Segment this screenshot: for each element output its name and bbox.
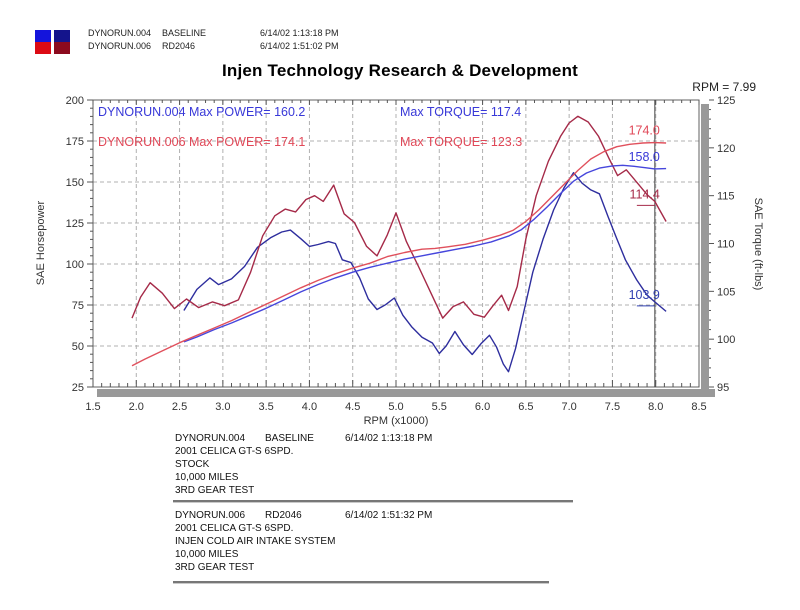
- divider-rule-2: [173, 581, 549, 584]
- y-left-tick-label: 50: [72, 341, 84, 353]
- run1-config: STOCK: [175, 459, 210, 470]
- curve-dynorun-004-sae-torque: [183, 171, 667, 373]
- x-tick-label: 1.5: [85, 401, 100, 413]
- y-right-tick-label: 115: [717, 191, 735, 203]
- y-right-tick-label: 105: [717, 286, 735, 298]
- run2-vehicle: 2001 CELICA GT-S 6SPD.: [175, 523, 294, 534]
- x-tick-label: 3.5: [258, 401, 273, 413]
- swatch-run1-power-icon: [35, 30, 51, 42]
- rpm-cursor-readout: RPM = 7.99: [692, 80, 756, 94]
- swatch-run2-torque-icon: [54, 42, 70, 54]
- run1-label: BASELINE: [265, 433, 314, 444]
- x-tick-label: 2.0: [129, 401, 144, 413]
- plot-shadow-bottom: [97, 389, 715, 397]
- run2-label: RD2046: [265, 510, 302, 521]
- x-tick-label: 5.5: [432, 401, 447, 413]
- cursor-value-label: 158.0: [629, 150, 660, 164]
- run2-spec-header: DYNORUN.006 RD2046 6/14/02 1:51:32 PM: [175, 509, 615, 522]
- legend-run2-file: DYNORUN.006: [88, 41, 152, 51]
- legend-run2-label: RD2046: [162, 41, 196, 51]
- run2-time: 6/14/02 1:51:32 PM: [345, 510, 433, 521]
- y-left-axis-title: SAE Horsepower: [35, 200, 47, 285]
- x-axis-title: RPM (x1000): [364, 415, 429, 427]
- run1-mileage: 10,000 MILES: [175, 472, 239, 483]
- y-left-tick-label: 150: [66, 177, 84, 189]
- y-right-tick-label: 95: [717, 382, 729, 394]
- run1-spec-block: DYNORUN.004 BASELINE 6/14/02 1:13:18 PM …: [175, 432, 615, 497]
- swatch-run1-torque-icon: [54, 30, 70, 42]
- page-title: Injen Technology Research & Development: [221, 61, 579, 80]
- x-tick-label: 3.0: [215, 401, 230, 413]
- run2-mileage: 10,000 MILES: [175, 549, 239, 560]
- legend-run1-label: BASELINE: [162, 28, 207, 38]
- y-left-tick-label: 175: [66, 136, 84, 148]
- legend-run1-time: 6/14/02 1:13:18 PM: [260, 28, 339, 38]
- legend-run1-file: DYNORUN.004: [88, 28, 152, 38]
- run1-time: 6/14/02 1:13:18 PM: [345, 433, 433, 444]
- run1-file: DYNORUN.004: [175, 433, 246, 444]
- run1-spec-header: DYNORUN.004 BASELINE 6/14/02 1:13:18 PM: [175, 432, 615, 445]
- cursor-value-label: 103.9: [629, 288, 660, 302]
- x-tick-label: 6.5: [518, 401, 533, 413]
- swatch-run2-power-icon: [35, 42, 51, 54]
- x-tick-label: 4.5: [345, 401, 360, 413]
- y-left-tick-label: 75: [72, 300, 84, 312]
- x-tick-label: 8.0: [648, 401, 663, 413]
- x-tick-label: 7.0: [561, 401, 576, 413]
- cursor-value-label: 174.0: [629, 124, 660, 138]
- legend-row-run2: DYNORUN.006 RD2046 6/14/02 1:51:02 PM: [0, 41, 800, 53]
- y-right-tick-label: 100: [717, 334, 735, 346]
- x-tick-label: 6.0: [475, 401, 490, 413]
- run2-config: INJEN COLD AIR INTAKE SYSTEM: [175, 536, 336, 547]
- y-right-tick-label: 125: [717, 95, 735, 107]
- run1-gear: 3RD GEAR TEST: [175, 485, 255, 496]
- x-tick-label: 7.5: [605, 401, 620, 413]
- run2-file: DYNORUN.006: [175, 510, 246, 521]
- y-right-tick-label: 120: [717, 143, 735, 155]
- curve-dynorun-006-sae-torque: [131, 115, 667, 319]
- y-left-tick-label: 25: [72, 382, 84, 394]
- annotation-torque: Max TORQUE= 117.4: [400, 105, 521, 119]
- y-right-axis-title: SAE Torque (ft-lbs): [752, 198, 764, 291]
- dyno-chart: 1.5 2.0 2.5 3.0 3.5 4.0 4.5 5.0 5.5 6.0 6.5 7.0 7.5 8…: [35, 95, 764, 427]
- y-right-tick-label: 110: [717, 239, 735, 251]
- y-left-tick-label: 100: [66, 259, 84, 271]
- x-tick-label: 5.0: [388, 401, 403, 413]
- annotation-power: DYNORUN.006 Max POWER= 174.1: [98, 135, 305, 149]
- x-tick-label: 8.5: [691, 401, 706, 413]
- run1-vehicle: 2001 CELICA GT-S 6SPD.: [175, 446, 294, 457]
- curve-dynorun-004-sae-horsepower: [183, 164, 667, 343]
- legend-row-run1: DYNORUN.004 BASELINE 6/14/02 1:13:18 PM: [0, 28, 800, 40]
- annotation-torque: Max TORQUE= 123.3: [400, 135, 522, 149]
- plot-shadow-right: [701, 104, 709, 395]
- x-tick-label: 2.5: [172, 401, 187, 413]
- y-left-tick-label: 125: [66, 218, 84, 230]
- y-left-tick-label: 200: [66, 95, 84, 107]
- legend-run2-time: 6/14/02 1:51:02 PM: [260, 41, 339, 51]
- curve-dynorun-006-sae-horsepower: [131, 141, 667, 367]
- divider-rule-1: [173, 500, 573, 503]
- run2-gear: 3RD GEAR TEST: [175, 562, 255, 573]
- cursor-value-label: 114.4: [629, 187, 659, 201]
- run2-spec-block: DYNORUN.006 RD2046 6/14/02 1:51:32 PM 20…: [175, 509, 615, 574]
- annotation-power: DYNORUN.004 Max POWER= 160.2: [98, 105, 305, 119]
- x-tick-label: 4.0: [302, 401, 317, 413]
